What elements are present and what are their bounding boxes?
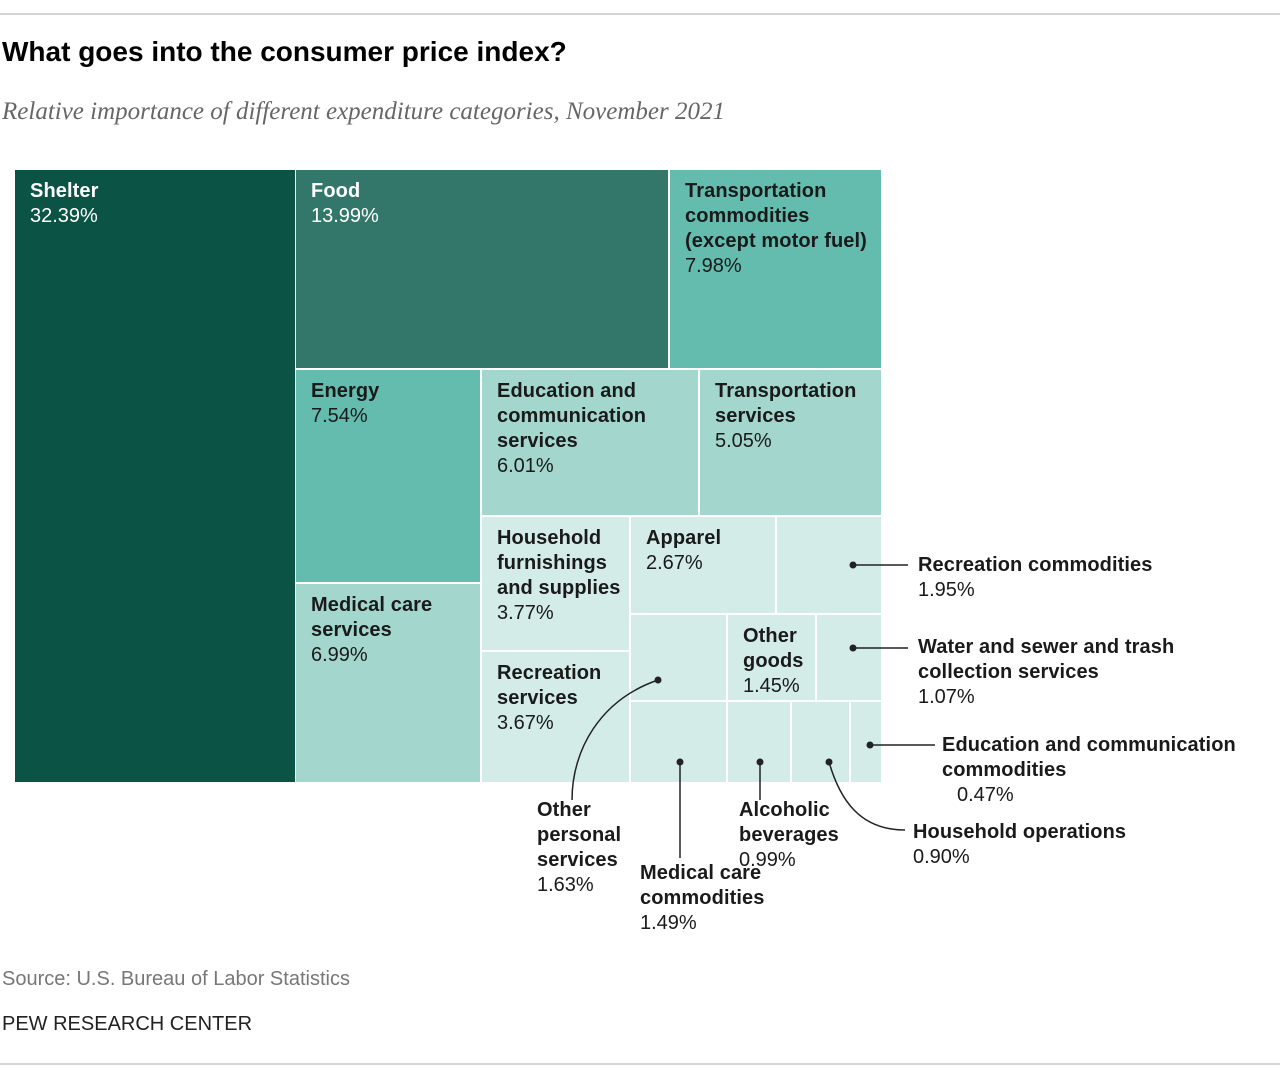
value-label: 7.54% xyxy=(311,405,368,427)
value-label: 6.01% xyxy=(497,455,554,477)
leader-line xyxy=(571,679,659,801)
leader-dot xyxy=(849,644,857,652)
value-label: 3.77% xyxy=(497,602,554,624)
category-label: Medical care services xyxy=(311,594,433,641)
leader-dot xyxy=(866,741,874,749)
category-label: Energy xyxy=(311,380,380,402)
category-label: Recreation commodities xyxy=(918,554,1153,576)
category-label: Shelter xyxy=(30,180,99,202)
category-label: Water and sewer and trash collection ser… xyxy=(918,636,1175,683)
category-label: Alcoholic beverages xyxy=(739,799,839,846)
category-label: Medical care commodities xyxy=(640,862,765,909)
value-label: 1.45% xyxy=(743,675,800,697)
treemap-cell xyxy=(631,615,726,700)
treemap-cell xyxy=(631,517,775,613)
treemap-cell xyxy=(296,370,480,582)
treemap-cell xyxy=(670,170,881,368)
value-label: 0.90% xyxy=(913,846,970,868)
treemap-cell xyxy=(296,170,668,368)
value-label: 13.99% xyxy=(311,205,379,227)
cell-label: Household operations 0.90% xyxy=(913,820,1173,870)
value-label: 2.67% xyxy=(646,552,703,574)
leader-dot xyxy=(756,758,764,766)
category-label: Apparel xyxy=(646,527,722,549)
cell-label: Education and communication commodities 0… xyxy=(942,733,1272,808)
value-label: 1.07% xyxy=(918,686,975,708)
value-label: 1.95% xyxy=(918,579,975,601)
cell-label: Apparel 2.67% xyxy=(646,526,766,576)
treemap-cell xyxy=(817,615,881,700)
leader-dot xyxy=(676,758,684,766)
cell-label: Household furnishings and supplies 3.77% xyxy=(497,526,637,626)
treemap-cell xyxy=(728,702,790,782)
value-label: 6.99% xyxy=(311,644,368,666)
value-label: 7.98% xyxy=(685,255,742,277)
cell-label: Energy 7.54% xyxy=(311,379,471,429)
value-label: 0.99% xyxy=(739,849,796,871)
cell-label: Other goods 1.45% xyxy=(743,624,813,699)
leader-dot xyxy=(849,561,857,569)
leader-dot xyxy=(654,676,662,684)
cell-label: Other personal services 1.63% xyxy=(537,798,637,898)
treemap-cell xyxy=(792,702,849,782)
value-label: 1.49% xyxy=(640,912,697,934)
chart-title: What goes into the consumer price index? xyxy=(2,36,567,67)
treemap-cell xyxy=(296,584,480,782)
treemap-cell xyxy=(482,370,698,515)
category-label: Transportation commodities (except motor… xyxy=(685,180,867,252)
cell-label: Food 13.99% xyxy=(311,179,659,229)
value-label: 3.67% xyxy=(497,712,554,734)
cell-label: Transportation services 5.05% xyxy=(715,379,875,454)
cell-label: Alcoholic beverages 0.99% xyxy=(739,798,859,873)
category-label: Education and communication services xyxy=(497,380,647,452)
cell-label: Transportation commodities (except motor… xyxy=(685,179,885,279)
cell-label: Recreation commodities 1.95% xyxy=(918,553,1218,603)
category-label: Food xyxy=(311,180,361,202)
category-label: Household furnishings and supplies xyxy=(497,527,621,599)
value-label: 32.39% xyxy=(30,205,98,227)
value-label: 5.05% xyxy=(715,430,772,452)
category-label: Household operations xyxy=(913,821,1127,843)
treemap-cell xyxy=(728,615,815,700)
category-label: Transportation services xyxy=(715,380,857,427)
treemap-cell xyxy=(700,370,881,515)
cell-label: Water and sewer and trash collection ser… xyxy=(918,635,1218,710)
credit: PEW RESEARCH CENTER xyxy=(2,1013,253,1035)
category-label: Other goods xyxy=(743,625,804,672)
cell-label: Recreation services 3.67% xyxy=(497,661,602,736)
cell-label: Shelter 32.39% xyxy=(30,179,286,229)
category-label: Education and communication commodities xyxy=(942,734,1236,781)
category-label: Other personal services xyxy=(537,799,622,871)
treemap-cell xyxy=(631,702,726,782)
source: Source: U.S. Bureau of Labor Statistics xyxy=(2,968,350,990)
cell-label: Education and communication services 6.01… xyxy=(497,379,689,479)
treemap-cell xyxy=(482,517,629,650)
value-label: 1.63% xyxy=(537,874,594,896)
treemap-cell xyxy=(482,652,629,782)
leader-dot xyxy=(825,758,833,766)
chart-subtitle: Relative importance of different expendi… xyxy=(2,98,725,125)
value-label: 0.47% xyxy=(957,784,1014,806)
cell-label: Medical care commodities 1.49% xyxy=(640,861,840,936)
category-label: Recreation services xyxy=(497,662,602,709)
treemap-cell xyxy=(15,170,295,782)
leader-line xyxy=(828,761,906,831)
treemap-cell xyxy=(851,702,881,782)
cell-label: Medical care services 6.99% xyxy=(311,593,451,668)
